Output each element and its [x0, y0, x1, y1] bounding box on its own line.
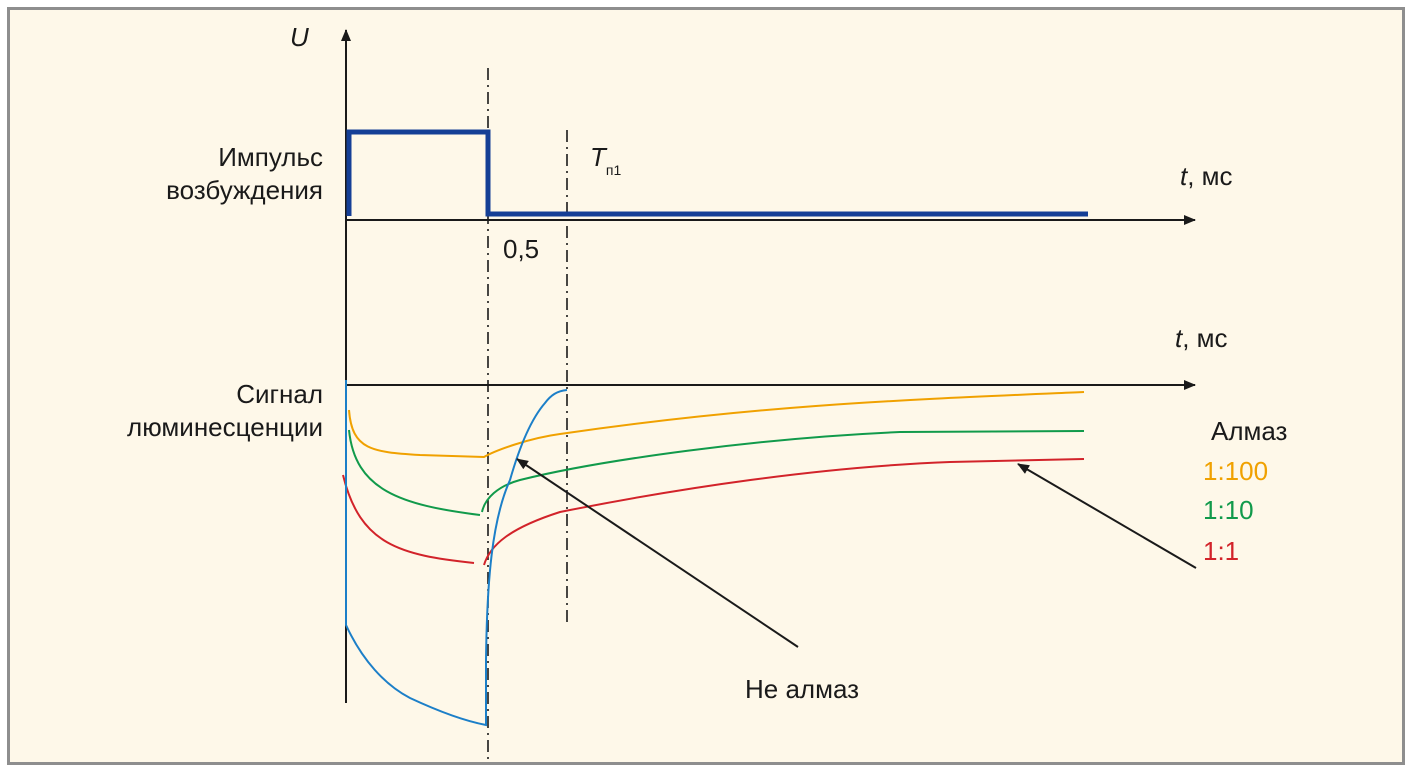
- tick-label-05: 0,5: [503, 234, 539, 264]
- signal-label-line2: люминесценции: [127, 412, 323, 442]
- legend-item-1-10: 1:10: [1203, 495, 1254, 525]
- not-diamond-label: Не алмаз: [745, 674, 859, 704]
- pulse-label-line1: Импульс: [218, 142, 323, 172]
- curve-not-diamond: [345, 380, 568, 727]
- legend-title: Алмаз: [1211, 416, 1287, 446]
- signal-label-line1: Сигнал: [236, 379, 323, 409]
- not-diamond-pointer: [516, 458, 799, 648]
- curve-1-1: [342, 458, 1085, 566]
- diamond-pointer: [1017, 463, 1197, 569]
- u-axis-label: U: [290, 22, 309, 52]
- pulse-label-line2: возбуждения: [166, 175, 323, 205]
- t-axis-bottom-unit: , мс: [1182, 323, 1227, 353]
- legend-item-1-100: 1:100: [1203, 456, 1268, 486]
- t-axis-top-unit: , мс: [1187, 161, 1232, 191]
- legend-item-1-1: 1:1: [1203, 536, 1239, 566]
- excitation-pulse-line: [346, 129, 1088, 217]
- t-axis-top-label: t, мс: [1180, 161, 1233, 191]
- curve-1-10: [348, 429, 1085, 516]
- t-axis-bottom-label: t, мс: [1175, 323, 1228, 353]
- tp1-symbol: T: [590, 142, 608, 172]
- tp1-subscript: п1: [606, 162, 622, 178]
- t-axis-top-symbol: t: [1180, 161, 1189, 191]
- curve-1-100: [348, 391, 1085, 459]
- tp1-label: Tп1: [590, 142, 621, 178]
- t-axis-bottom-symbol: t: [1175, 323, 1184, 353]
